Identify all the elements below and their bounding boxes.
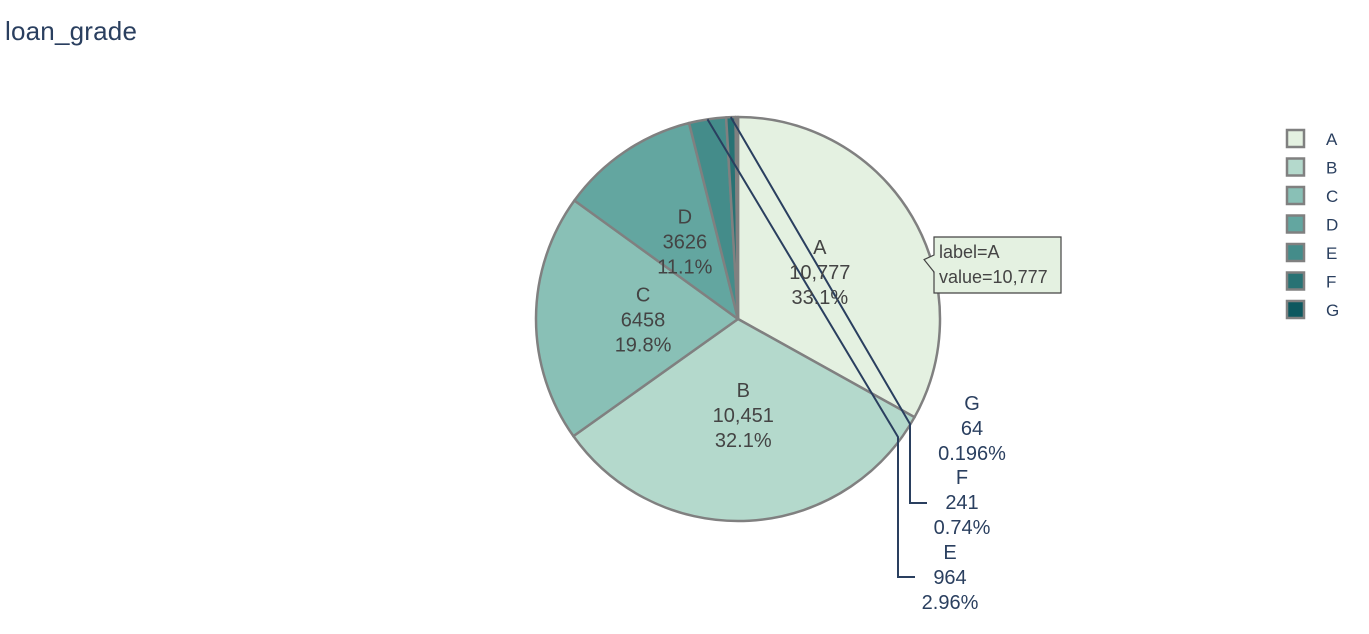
legend-swatch-c <box>1285 185 1306 206</box>
slice-value-c: 6458 <box>621 310 666 332</box>
slice-value-d: 3626 <box>663 231 708 253</box>
chart-title: loan_grade <box>5 16 138 46</box>
slice-label-b: B <box>737 380 750 402</box>
slice-label-g: G <box>964 393 980 415</box>
hover-tooltip: label=A value=10,777 <box>923 236 1062 294</box>
slice-label-a: A <box>813 237 827 259</box>
pie-slice-a[interactable] <box>736 115 942 419</box>
legend-swatch-b <box>1285 157 1306 177</box>
slice-labels: A 10,777 33.1% B 10,451 32.1% C 6458 19.8% D 3626 1… <box>615 206 1006 614</box>
legend-swatch-a <box>1285 128 1306 149</box>
legend-item-f[interactable]: F <box>1285 271 1336 292</box>
leader-line-e <box>706 118 915 578</box>
slice-percent-g: 0.196% <box>938 443 1006 465</box>
legend-label-d: D <box>1326 216 1338 235</box>
legend-label-e: E <box>1326 244 1337 263</box>
slice-label-e: E <box>943 542 956 564</box>
slice-percent-b: 32.1% <box>715 430 772 452</box>
pie-slice-d[interactable] <box>573 121 740 321</box>
slice-percent-d: 11.1% <box>657 256 712 278</box>
pie-slices <box>534 115 942 523</box>
legend-swatch-g <box>1285 299 1306 320</box>
hover-value-text: value=10,777 <box>939 267 1048 287</box>
legend-item-d[interactable]: D <box>1285 214 1338 235</box>
leader-line-f <box>729 116 927 504</box>
slice-percent-e: 2.96% <box>922 592 979 614</box>
slice-percent-c: 19.8% <box>615 335 672 357</box>
legend-label-a: A <box>1326 130 1338 149</box>
slice-percent-f: 0.74% <box>934 517 991 539</box>
slice-label-f: F <box>956 467 968 489</box>
legend-item-c[interactable]: C <box>1285 185 1338 206</box>
slice-value-b: 10,451 <box>713 405 774 427</box>
slice-value-g: 64 <box>961 418 983 440</box>
legend-swatch-d <box>1285 214 1306 234</box>
legend-label-c: C <box>1326 187 1338 206</box>
slice-percent-a: 33.1% <box>791 287 848 309</box>
hover-tooltip-box <box>923 236 1062 294</box>
pie-slice-c[interactable] <box>534 199 740 438</box>
legend-item-g[interactable]: G <box>1285 299 1339 320</box>
legend-label-b: B <box>1326 159 1337 178</box>
slice-value-f: 241 <box>945 492 978 514</box>
hover-label-text: label=A <box>939 242 1000 262</box>
slice-label-c: C <box>636 285 650 307</box>
legend-item-b[interactable]: B <box>1285 157 1337 178</box>
legend-item-e[interactable]: E <box>1285 242 1337 263</box>
legend-label-g: G <box>1326 301 1339 320</box>
legend-swatch-f <box>1285 271 1306 291</box>
legend-item-a[interactable]: A <box>1285 128 1338 149</box>
legend-swatch-e <box>1285 242 1306 263</box>
legend-label-f: F <box>1326 273 1336 292</box>
slice-label-d: D <box>678 206 692 228</box>
pie-slice-b[interactable] <box>572 317 916 523</box>
leader-lines <box>706 116 927 578</box>
slice-value-e: 964 <box>933 567 966 589</box>
slice-value-a: 10,777 <box>789 262 850 284</box>
